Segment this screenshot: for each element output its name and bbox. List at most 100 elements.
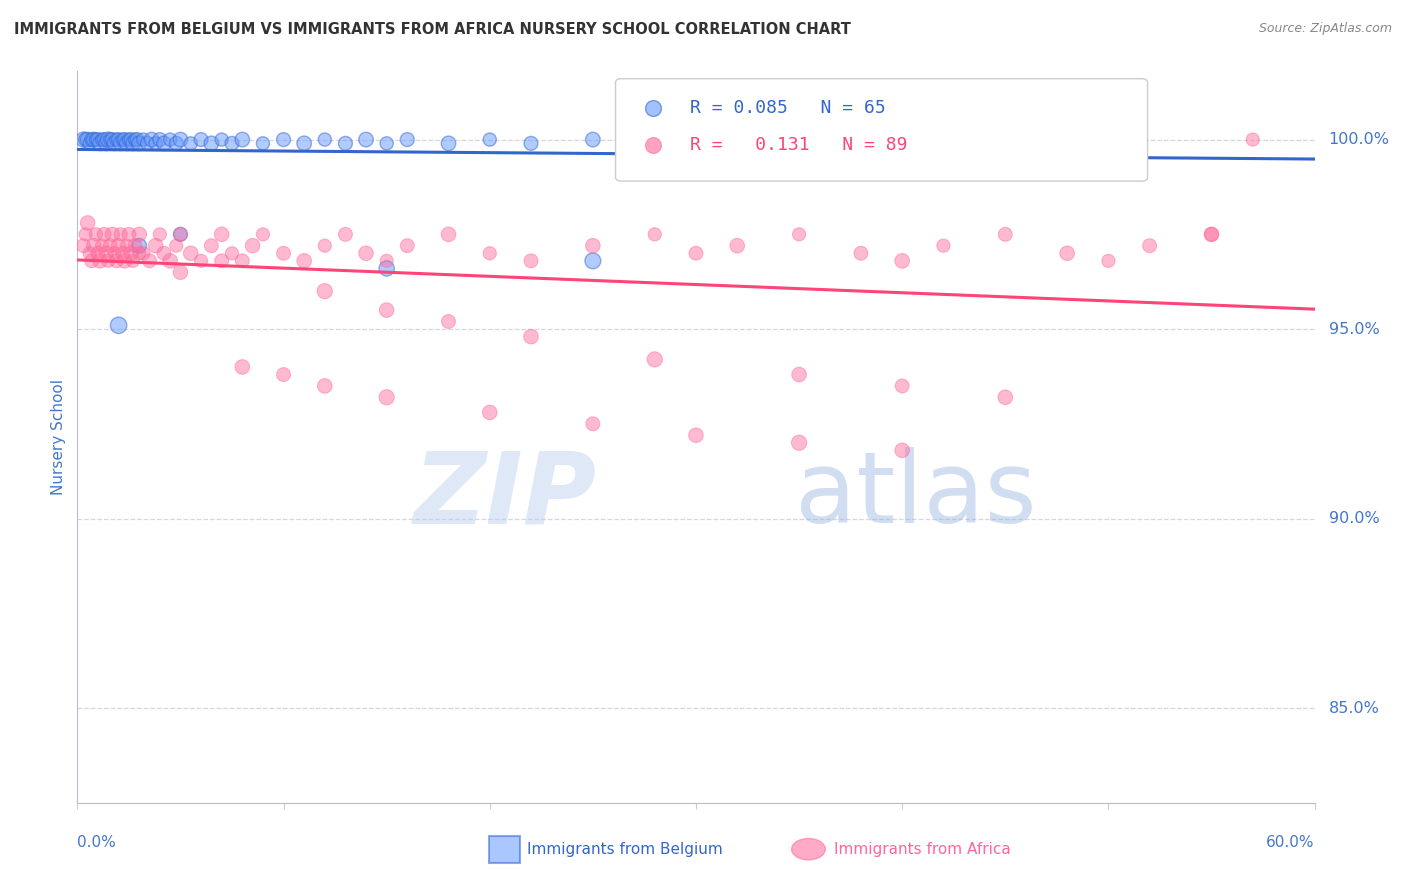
Point [231, 359, 253, 374]
Point [101, 227, 124, 242]
Point [582, 132, 605, 146]
Point [211, 253, 233, 268]
Point [1139, 238, 1161, 252]
Point [1201, 227, 1223, 242]
Y-axis label: Nursery School: Nursery School [51, 379, 66, 495]
Point [141, 132, 163, 146]
Point [375, 390, 398, 404]
Point [582, 253, 605, 268]
Point [252, 136, 274, 151]
Point [180, 136, 202, 151]
Point [335, 136, 357, 151]
Point [478, 132, 501, 146]
Point [124, 238, 146, 252]
Point [87, 132, 110, 146]
Point [725, 238, 748, 252]
Point [84, 227, 107, 242]
Point [644, 136, 666, 151]
Point [994, 227, 1017, 242]
Point [103, 246, 125, 260]
Point [89, 136, 111, 151]
Point [292, 136, 315, 151]
Point [75, 227, 97, 242]
Point [114, 132, 136, 146]
Point [122, 136, 145, 151]
Point [891, 379, 914, 393]
Point [478, 246, 501, 260]
Point [932, 238, 955, 252]
Point [891, 132, 914, 146]
Point [891, 253, 914, 268]
Text: Immigrants from Africa: Immigrants from Africa [834, 842, 1011, 856]
Point [122, 253, 145, 268]
Text: 60.0%: 60.0% [1267, 836, 1315, 850]
Point [1025, 322, 1047, 336]
Point [124, 132, 146, 146]
Point [107, 318, 129, 333]
Point [79, 136, 101, 151]
Point [1201, 227, 1223, 242]
Point [375, 136, 398, 151]
Point [994, 390, 1017, 404]
Point [101, 132, 124, 146]
FancyBboxPatch shape [616, 78, 1147, 181]
Point [169, 132, 191, 146]
Point [190, 253, 212, 268]
Point [149, 132, 172, 146]
Point [787, 136, 810, 151]
Point [111, 246, 134, 260]
Point [97, 253, 120, 268]
Point [91, 132, 114, 146]
Text: atlas: atlas [794, 447, 1036, 544]
Point [231, 132, 253, 146]
Point [211, 132, 233, 146]
Point [89, 253, 111, 268]
Point [72, 238, 94, 252]
Point [582, 238, 605, 252]
Point [520, 136, 543, 151]
Point [138, 253, 160, 268]
Text: IMMIGRANTS FROM BELGIUM VS IMMIGRANTS FROM AFRICA NURSERY SCHOOL CORRELATION CHA: IMMIGRANTS FROM BELGIUM VS IMMIGRANTS FR… [14, 22, 851, 37]
Point [1097, 253, 1119, 268]
Text: R =   0.131   N = 89: R = 0.131 N = 89 [690, 136, 907, 153]
Point [96, 246, 118, 260]
Point [97, 132, 120, 146]
Point [242, 238, 264, 252]
Point [520, 329, 543, 343]
Point [110, 136, 132, 151]
Point [103, 136, 125, 151]
Point [200, 136, 222, 151]
Point [120, 132, 142, 146]
Point [273, 368, 295, 382]
Point [149, 227, 172, 242]
Point [437, 314, 460, 328]
Point [582, 417, 605, 431]
Point [190, 132, 212, 146]
Point [145, 238, 167, 252]
Point [145, 136, 167, 151]
Point [75, 132, 97, 146]
Point [221, 246, 243, 260]
Point [83, 132, 105, 146]
Point [891, 443, 914, 458]
Text: 90.0%: 90.0% [1329, 511, 1379, 526]
Point [87, 246, 110, 260]
Point [98, 132, 121, 146]
Point [1025, 511, 1047, 525]
Point [437, 227, 460, 242]
Point [314, 238, 336, 252]
Point [169, 265, 191, 279]
Point [115, 238, 138, 252]
Point [437, 136, 460, 151]
Point [110, 227, 132, 242]
Point [396, 238, 419, 252]
Point [96, 136, 118, 151]
Point [685, 246, 707, 260]
Point [91, 238, 114, 252]
Point [478, 405, 501, 419]
Point [849, 246, 872, 260]
Point [273, 132, 295, 146]
Point [136, 136, 159, 151]
Text: Source: ZipAtlas.com: Source: ZipAtlas.com [1258, 22, 1392, 36]
Point [128, 136, 150, 151]
